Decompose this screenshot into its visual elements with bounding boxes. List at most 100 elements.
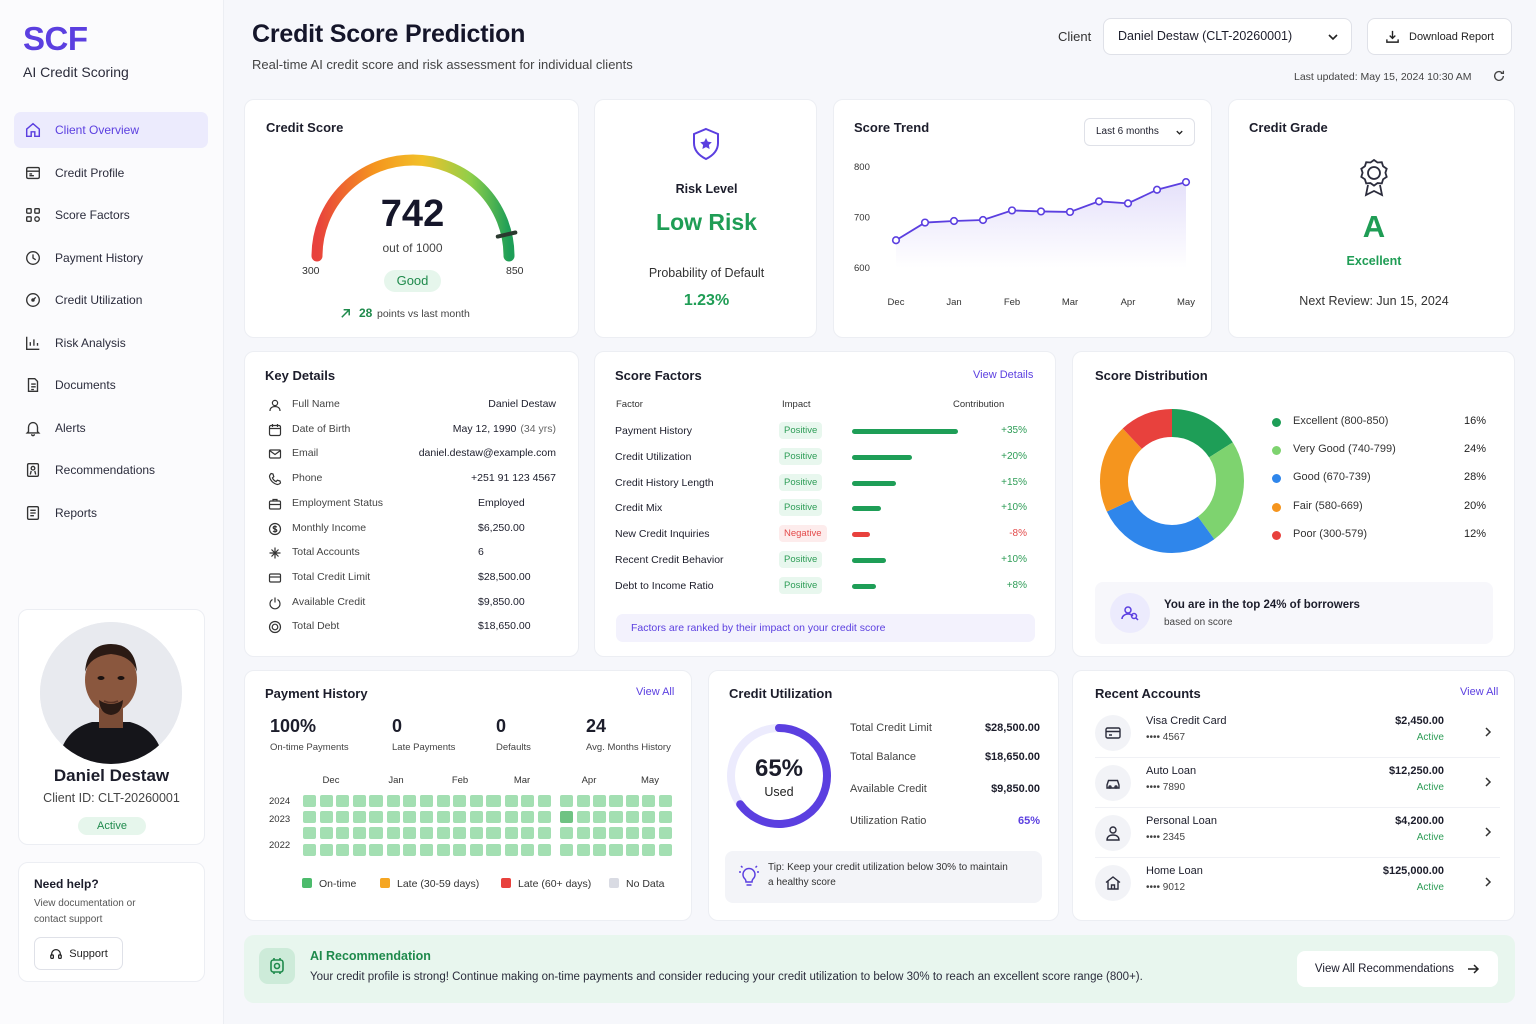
payment-cell	[488, 827, 501, 839]
impact-badge: Positive	[779, 473, 823, 491]
support-button[interactable]: Support	[34, 937, 123, 970]
sidebar-item-score-factors[interactable]: Score Factors	[14, 197, 208, 233]
account-divider	[1095, 857, 1500, 858]
sidebar-item-credit-utilization[interactable]: Credit Utilization	[14, 282, 208, 318]
payment-view-all-link[interactable]: View All	[636, 686, 675, 698]
accounts-view-all-link[interactable]: View All	[1460, 686, 1499, 698]
account-icon	[1095, 715, 1131, 751]
sidebar-item-credit-profile[interactable]: Credit Profile	[14, 155, 208, 191]
payment-cell	[469, 811, 483, 823]
key-detail-value: May 12, 1990 (34 yrs)	[453, 423, 556, 435]
credit-score-title: Credit Score	[266, 120, 344, 135]
payment-cell	[370, 795, 383, 807]
payment-cell	[469, 827, 483, 839]
x-tick-label: Feb	[1004, 297, 1020, 308]
payment-cell	[303, 811, 316, 823]
legend-swatch	[501, 878, 511, 888]
y-tick-label: 800	[854, 162, 870, 173]
payment-cell	[403, 844, 416, 856]
score-factors-title: Score Factors	[615, 368, 702, 383]
factor-row: Credit History Length Positive +15%	[595, 470, 1055, 496]
trend-range-value: Last 6 months	[1096, 126, 1159, 137]
payment-stat-label: Defaults	[496, 742, 531, 753]
payment-cell	[352, 844, 366, 856]
risk-value: Low Risk	[656, 209, 757, 235]
payment-cell	[370, 811, 383, 823]
account-row[interactable]: Personal Loan •••• 2345 $4,200.00 Active	[1073, 808, 1514, 858]
view-details-link[interactable]: View Details	[973, 369, 1034, 381]
key-detail-row: Monthly Income $6,250.00	[245, 519, 578, 539]
rating-badge: Good	[384, 270, 441, 292]
trend-range-select[interactable]: Last 6 months	[1084, 118, 1195, 146]
payment-cell	[303, 827, 316, 839]
view-all-recommendations-button[interactable]: View All Recommendations	[1297, 951, 1498, 987]
payment-cell	[352, 811, 366, 823]
account-row[interactable]: Auto Loan •••• 7890 $12,250.00 Active	[1073, 758, 1514, 808]
payment-stat-label: Late Payments	[392, 742, 456, 753]
key-detail-value: +251 91 123 4567	[471, 472, 556, 484]
key-detail-row: Available Credit $9,850.00	[245, 593, 578, 613]
distribution-legend-row: Fair (580-669) 20%	[1272, 498, 1492, 518]
payment-stat-label: Avg. Months History	[586, 742, 671, 753]
top-percent-sub: based on score	[1164, 617, 1233, 628]
account-number: •••• 2345	[1146, 832, 1186, 843]
phone-icon	[268, 472, 282, 486]
utilization-value: $28,500.00	[984, 722, 1040, 734]
account-row[interactable]: Home Loan •••• 9012 $125,000.00 Active	[1073, 858, 1514, 908]
sidebar-item-documents[interactable]: Documents	[14, 367, 208, 403]
score-trend-title: Score Trend	[854, 120, 930, 135]
payment-cell	[403, 827, 416, 839]
key-detail-value: 6	[478, 546, 484, 558]
utilization-ring	[727, 724, 831, 828]
key-detail-row: Email daniel.destaw@example.com	[245, 444, 578, 464]
payment-cell	[386, 811, 400, 823]
sidebar-item-reports[interactable]: Reports	[14, 495, 208, 531]
chevron-right-icon[interactable]	[1482, 826, 1494, 838]
ai-text: Your credit profile is strong! Continue …	[310, 971, 1143, 983]
legend-dot	[1272, 502, 1281, 512]
key-detail-row: Employment Status Employed	[245, 494, 578, 514]
download-report-button[interactable]: Download Report	[1367, 18, 1512, 55]
contribution-value: -8%	[1009, 528, 1027, 540]
utilization-label: Total Balance	[850, 751, 917, 763]
account-icon	[1095, 765, 1131, 801]
chevron-right-icon[interactable]	[1482, 776, 1494, 788]
home-icon	[25, 122, 41, 138]
chevron-right-icon[interactable]	[1482, 876, 1494, 888]
score-value: 742	[380, 193, 445, 235]
mail-icon	[268, 449, 282, 459]
sidebar-item-payment-history[interactable]: Payment History	[14, 240, 208, 276]
key-detail-value-text: daniel.destaw@example.com	[418, 447, 556, 460]
key-detail-value-text: $9,850.00	[478, 595, 525, 608]
account-row[interactable]: Visa Credit Card •••• 4567 $2,450.00 Active	[1073, 708, 1514, 758]
factor-name: Recent Credit Behavior	[615, 554, 724, 566]
impact-header: Impact	[782, 399, 811, 410]
payment-cell	[336, 811, 349, 823]
client-select[interactable]: Daniel Destaw (CLT-20260001)	[1103, 18, 1352, 55]
pd-label: Probability of Default	[648, 266, 765, 280]
contribution-bar	[852, 480, 897, 486]
key-detail-label: Full Name	[292, 398, 340, 410]
trend-point	[949, 216, 959, 226]
refresh-icon[interactable]	[1492, 69, 1506, 83]
key-detail-value-text: 6	[478, 546, 484, 559]
credit-card-icon	[1105, 727, 1121, 739]
account-status: Active	[1416, 832, 1444, 843]
score-change-text: points vs last month	[377, 308, 470, 320]
payment-cell	[504, 827, 518, 839]
payment-cell	[521, 844, 534, 856]
payment-cell	[625, 795, 639, 807]
sidebar-item-recommendations[interactable]: Recommendations	[14, 452, 208, 488]
sidebar-item-risk-analysis[interactable]: Risk Analysis	[14, 325, 208, 361]
payment-cell	[303, 844, 316, 856]
sidebar-item-client-overview[interactable]: Client Overview	[14, 112, 208, 148]
account-icon	[1095, 815, 1131, 851]
payment-cell	[420, 811, 433, 823]
sidebar-item-alerts[interactable]: Alerts	[14, 410, 208, 446]
impact-badge: Positive	[779, 499, 823, 517]
chevron-down-icon	[1176, 130, 1183, 135]
chevron-right-icon[interactable]	[1482, 726, 1494, 738]
profile-client-id: Client ID: CLT-20260001	[43, 791, 180, 805]
payment-cell	[453, 827, 466, 839]
help-text: View documentation or contact support	[34, 898, 136, 925]
